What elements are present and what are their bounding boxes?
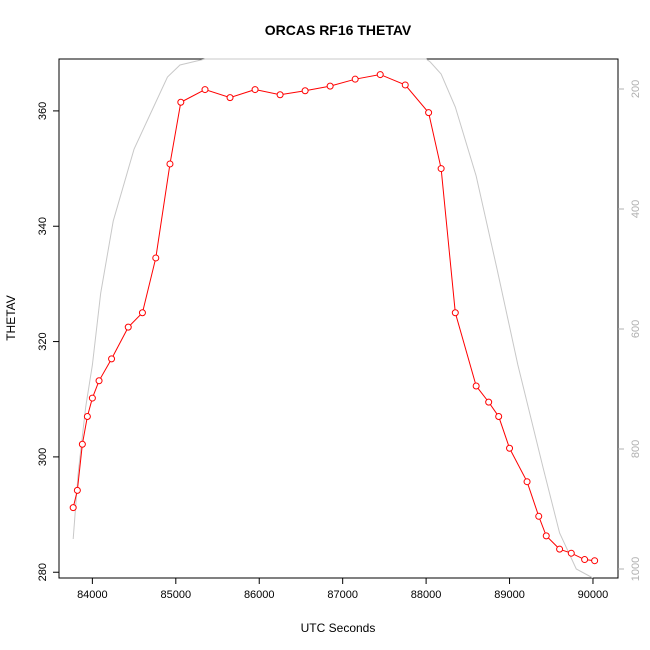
thetav-point — [485, 398, 493, 406]
thetav-point — [78, 440, 86, 448]
thetav-point — [351, 75, 359, 83]
x-tick-label: 90000 — [578, 589, 609, 601]
x-axis: 84000 85000 86000 87000 88000 89000 90000 — [77, 578, 608, 601]
thetav-point — [425, 109, 433, 117]
thetav-point — [166, 160, 174, 168]
x-axis-label: UTC Seconds — [301, 621, 376, 635]
thetav-point — [542, 532, 550, 540]
thetav-point — [326, 82, 334, 90]
thetav-point — [69, 504, 77, 512]
thetav-point — [472, 382, 480, 390]
pressure-series — [72, 58, 594, 579]
thetav-point — [556, 545, 564, 553]
y2-tick-label: 600 — [630, 320, 642, 338]
thetav-point — [108, 355, 116, 363]
x-tick-label: 84000 — [77, 589, 108, 601]
y2-tick-label: 400 — [630, 200, 642, 218]
thetav-point — [567, 549, 575, 557]
thetav-point — [301, 87, 309, 95]
thetav-point — [376, 71, 384, 79]
thetav-point — [73, 486, 81, 494]
thetav-point — [591, 557, 599, 565]
y-axis-label: THETAV — [4, 295, 18, 341]
thetav-point — [124, 323, 132, 331]
y2-tick-label: 200 — [630, 80, 642, 98]
y-tick-label: 360 — [37, 102, 49, 120]
y-tick-label: 280 — [37, 563, 49, 581]
thetav-point — [276, 91, 284, 99]
y2-tick-label: 800 — [630, 440, 642, 458]
thetav-point — [95, 377, 103, 385]
x-tick-label: 88000 — [411, 589, 442, 601]
y-tick-label: 340 — [37, 217, 49, 235]
thetav-point — [523, 478, 531, 486]
y-axis: 280 300 320 340 360 — [37, 102, 59, 581]
thetav-point — [83, 413, 91, 421]
x-tick-label: 86000 — [244, 589, 275, 601]
y2-tick-label: 1000 — [630, 557, 642, 581]
thetav-point — [581, 556, 589, 564]
thetav-series — [69, 71, 599, 565]
thetav-point — [226, 94, 234, 102]
thetav-point — [437, 165, 445, 173]
thetav-point — [495, 413, 503, 421]
thetav-point — [88, 394, 96, 402]
x-tick-label: 89000 — [494, 589, 525, 601]
thetav-point — [451, 309, 459, 317]
x-tick-label: 87000 — [327, 589, 358, 601]
y-tick-label: 300 — [37, 448, 49, 466]
thetav-point — [401, 81, 409, 89]
thetav-point — [535, 512, 543, 520]
thetav-line — [72, 74, 595, 562]
thetav-point — [201, 86, 209, 94]
thetav-point — [251, 86, 259, 94]
plot-frame — [58, 58, 619, 579]
thetav-point — [177, 98, 185, 106]
y-tick-label: 320 — [37, 332, 49, 350]
x-tick-label: 85000 — [161, 589, 192, 601]
thetav-point — [506, 444, 514, 452]
chart-title: ORCAS RF16 THETAV — [265, 22, 412, 38]
thetav-point — [138, 309, 146, 317]
right-axis: 200 400 600 800 1000 — [618, 80, 642, 581]
pressure-line — [72, 58, 594, 579]
thetav-point — [152, 254, 160, 262]
